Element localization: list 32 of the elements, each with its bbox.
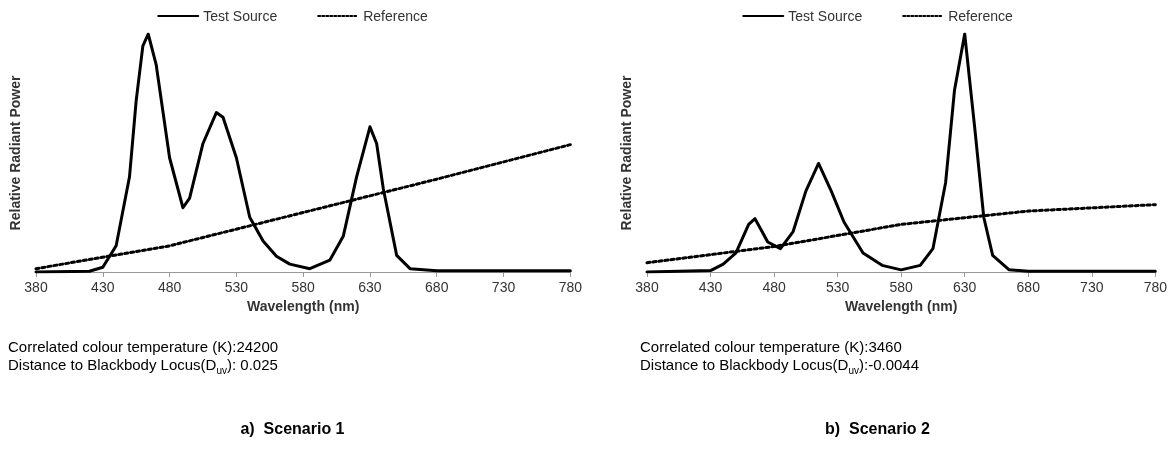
y-axis-title: Relative Radiant Power bbox=[618, 75, 634, 231]
x-tick-label: 630 bbox=[953, 279, 977, 295]
x-tick-label: 530 bbox=[224, 279, 249, 295]
x-tick-label: 630 bbox=[358, 279, 382, 295]
text: Correlated colour temperature (K):24200 bbox=[8, 338, 279, 355]
x-tick-label: 680 bbox=[1016, 279, 1041, 295]
x-tick-label: 380 bbox=[24, 279, 48, 295]
x-tick-label: 730 bbox=[491, 279, 516, 295]
x-axis-title: Wavelength (nm) bbox=[845, 297, 958, 314]
legend-label: Test Source bbox=[203, 8, 278, 24]
x-tick-label: 730 bbox=[1080, 279, 1104, 295]
x-tick-label: 480 bbox=[762, 279, 786, 295]
text: Distance to Blackbody Locus(D$_{uv}$):-0.0044 bbox=[640, 356, 920, 376]
text: Distance to Blackbody Locus(D$_{uv}$): 0.025 bbox=[8, 356, 278, 376]
x-tick-label: 430 bbox=[698, 279, 723, 295]
text: Correlated colour temperature (K):3460 bbox=[640, 338, 902, 355]
x-tick-label: 380 bbox=[635, 279, 659, 295]
text: a) Scenario 1 bbox=[239, 420, 346, 438]
legend-label: Reference bbox=[363, 8, 428, 24]
text: b) Scenario 2 bbox=[824, 420, 931, 438]
x-axis-title: Wavelength (nm) bbox=[247, 297, 360, 314]
x-tick-label: 580 bbox=[291, 279, 316, 295]
y-axis-title: Relative Radiant Power bbox=[7, 75, 23, 231]
x-tick-label: 480 bbox=[157, 279, 182, 295]
legend-label: Test Source bbox=[788, 8, 863, 24]
x-tick-label: 530 bbox=[825, 279, 850, 295]
legend-label: Reference bbox=[948, 8, 1013, 24]
x-tick-label: 580 bbox=[889, 279, 914, 295]
x-tick-label: 430 bbox=[91, 279, 115, 295]
x-tick-label: 680 bbox=[425, 279, 449, 295]
x-tick-label: 780 bbox=[1143, 279, 1168, 295]
x-tick-label: 780 bbox=[558, 279, 583, 295]
